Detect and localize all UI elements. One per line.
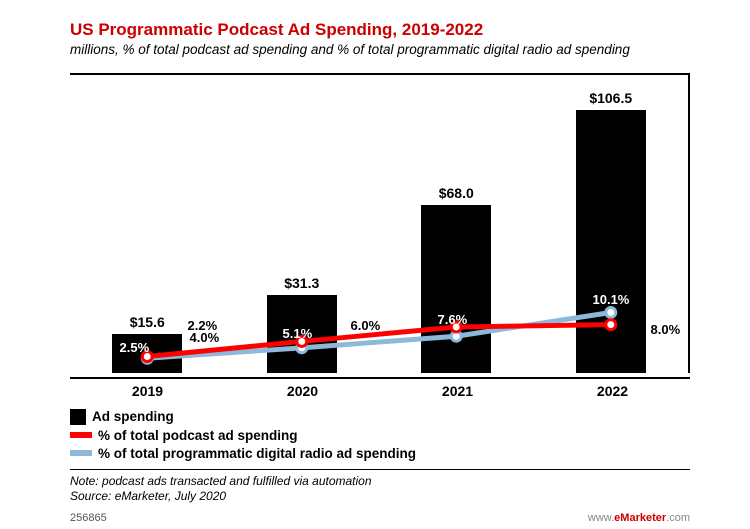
bar-value-label: $31.3 xyxy=(284,275,319,291)
legend: Ad spending % of total podcast ad spendin… xyxy=(70,409,690,461)
footnote-source: Source: eMarketer, July 2020 xyxy=(70,489,690,505)
bar xyxy=(421,205,491,373)
legend-line xyxy=(70,432,92,438)
legend-line xyxy=(70,450,92,456)
legend-label: Ad spending xyxy=(92,409,174,424)
x-tick-label: 2019 xyxy=(86,379,210,399)
line1-label: 7.6% xyxy=(438,312,468,327)
x-tick-label: 2021 xyxy=(396,379,520,399)
legend-label: % of total podcast ad spending xyxy=(98,428,298,443)
x-axis: 2019 2020 2021 2022 xyxy=(70,377,690,399)
chart-subtitle: millions, % of total podcast ad spending… xyxy=(70,42,690,59)
x-tick-label: 2020 xyxy=(241,379,365,399)
legend-item: % of total podcast ad spending xyxy=(70,428,690,443)
legend-item: Ad spending xyxy=(70,409,690,425)
line1-label: 8.0% xyxy=(651,322,681,337)
bar-value-label: $68.0 xyxy=(439,185,474,201)
brand: www.eMarketer.com xyxy=(588,511,690,525)
chart-title: US Programmatic Podcast Ad Spending, 201… xyxy=(70,20,690,40)
bar-value-label: $15.6 xyxy=(130,314,165,330)
bar-value-label: $106.5 xyxy=(589,90,632,106)
bar xyxy=(576,110,646,373)
x-tick-label: 2022 xyxy=(551,379,675,399)
line1-label: 2.5% xyxy=(120,340,150,355)
chart-id: 256865 xyxy=(70,511,107,525)
line2-label: 10.1% xyxy=(593,292,630,307)
bar-column: $68.0 xyxy=(394,185,518,373)
line2-label: 4.0% xyxy=(190,330,220,345)
plot-area: $15.6$31.3$68.0$106.5 2.5%2.2%4.0%5.1%6.… xyxy=(70,73,690,373)
line2-label: 6.0% xyxy=(351,318,381,333)
legend-item: % of total programmatic digital radio ad… xyxy=(70,446,690,461)
chart-container: US Programmatic Podcast Ad Spending, 201… xyxy=(0,0,750,529)
bar-column: $31.3 xyxy=(240,275,364,372)
legend-label: % of total programmatic digital radio ad… xyxy=(98,446,416,461)
footnote-note: Note: podcast ads transacted and fulfill… xyxy=(70,474,690,490)
line1-label: 5.1% xyxy=(283,326,313,341)
footer: Note: podcast ads transacted and fulfill… xyxy=(70,469,690,525)
legend-swatch xyxy=(70,409,86,425)
